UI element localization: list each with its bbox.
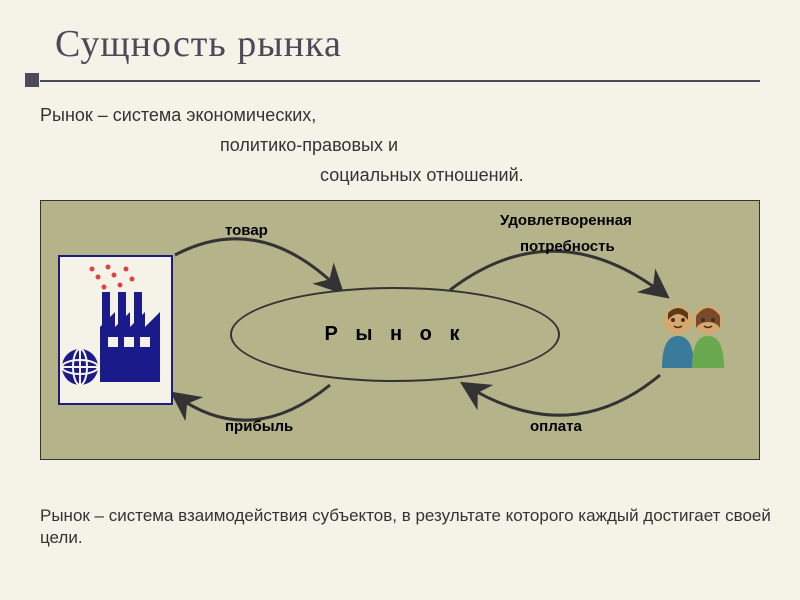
label-potrebnost-2: потребность	[520, 238, 615, 255]
label-potrebnost-1: Удовлетворенная	[500, 212, 632, 229]
definition-line-3: социальных отношений.	[320, 165, 524, 186]
factory-icon	[58, 255, 173, 405]
people-icon	[650, 298, 735, 373]
center-ellipse: Р ы н о к	[230, 287, 560, 382]
definition-line-1: Рынок – система экономических,	[40, 105, 316, 126]
label-oplata: оплата	[530, 418, 582, 435]
label-pribyl: прибыль	[225, 418, 293, 435]
title-square	[25, 73, 39, 87]
center-label: Р ы н о к	[325, 323, 466, 346]
title-underline	[40, 80, 760, 82]
label-tovar: товар	[225, 222, 268, 239]
page-title: Сущность рынка	[55, 22, 342, 66]
definition-line-2: политико-правовых и	[220, 135, 398, 156]
bottom-definition: Рынок – система взаимодействия субъектов…	[40, 505, 800, 549]
